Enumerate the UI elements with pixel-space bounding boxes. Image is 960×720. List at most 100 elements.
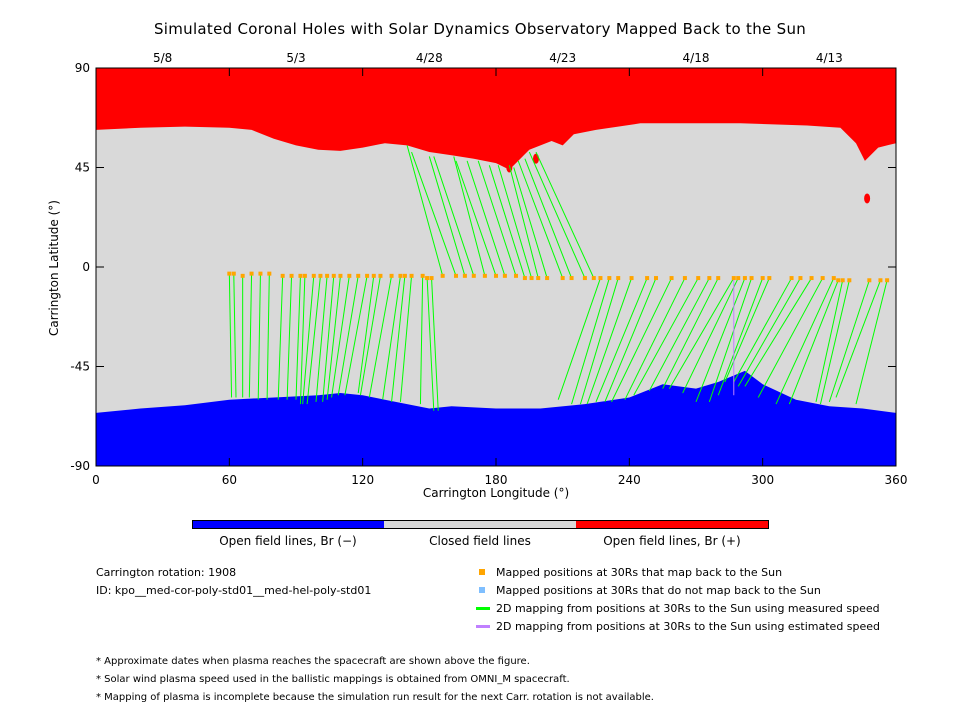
colorbar-closed: [384, 520, 576, 528]
legend-measured-label: 2D mapping from positions at 30Rs to the…: [496, 602, 880, 615]
footpoint-30rs: [289, 273, 294, 278]
footpoint-30rs: [311, 273, 316, 278]
footpoint-30rs: [267, 271, 272, 276]
y-tick-label: -90: [70, 459, 90, 473]
legend-mapped-icon: [479, 569, 485, 575]
mapping-line: [508, 165, 539, 279]
mapping-line: [535, 151, 595, 279]
mapping-line: [306, 275, 321, 405]
footpoint-30rs: [616, 276, 621, 281]
x-tick-label: 300: [751, 473, 774, 487]
mapping-line: [855, 280, 888, 405]
mapping-line: [788, 280, 839, 405]
footpoint-30rs: [471, 273, 476, 278]
footpoint-30rs: [760, 276, 765, 281]
footpoint-30rs: [809, 276, 814, 281]
date-tick-label: 5/8: [153, 51, 172, 65]
footpoint-30rs: [749, 276, 754, 281]
footpoint-30rs: [836, 278, 841, 283]
footpoint-30rs: [682, 276, 687, 281]
footpoint-30rs: [356, 273, 361, 278]
x-tick-label: 240: [618, 473, 641, 487]
footpoint-30rs: [331, 273, 336, 278]
mapping-line: [431, 278, 439, 411]
colorbar-label-positive: Open field lines, Br (+): [603, 534, 741, 548]
footpoint-30rs: [536, 276, 541, 281]
mapping-line: [775, 277, 835, 405]
footpoint-30rs: [545, 276, 550, 281]
footpoint-30rs: [840, 278, 845, 283]
mapping-line: [233, 273, 237, 398]
footpoint-30rs: [227, 271, 232, 276]
footpoint-30rs: [249, 271, 254, 276]
mapping-line: [579, 277, 619, 405]
x-tick-label: 180: [485, 473, 508, 487]
footpoint-30rs: [325, 273, 330, 278]
mapping-line: [302, 275, 315, 405]
footpoint-30rs: [298, 273, 303, 278]
mapping-line: [835, 280, 881, 398]
mapping-line: [399, 275, 413, 402]
x-tick-label: 60: [222, 473, 237, 487]
mapping-line: [406, 145, 444, 276]
legend-mapped-label: Mapped positions at 30Rs that map back t…: [496, 566, 783, 579]
note-2: * Solar wind plasma speed used in the ba…: [96, 674, 570, 685]
mapping-line: [524, 158, 573, 279]
mapping-line: [455, 160, 497, 277]
mapping-line: [724, 277, 770, 383]
footpoint-30rs: [502, 273, 507, 278]
footpoint-30rs: [240, 273, 245, 278]
y-tick-label: 45: [75, 161, 90, 175]
chart-title: Simulated Coronal Holes with Solar Dynam…: [153, 20, 807, 38]
footpoint-30rs: [302, 273, 307, 278]
footpoint-30rs: [371, 273, 376, 278]
mapping-line: [477, 160, 517, 277]
y-tick-label: -45: [70, 360, 90, 374]
legend-unmapped-label: Mapped positions at 30Rs that do not map…: [496, 584, 821, 597]
carrington-rotation-text: Carrington rotation: 1908: [96, 566, 237, 579]
footpoint-30rs: [820, 276, 825, 281]
mapping-line: [557, 277, 601, 400]
footpoint-30rs: [429, 276, 434, 281]
mapping-line: [368, 275, 393, 398]
x-axis-label: Carrington Longitude (°): [422, 486, 570, 500]
mapping-line: [433, 156, 475, 277]
footpoint-30rs: [798, 276, 803, 281]
date-tick-label: 4/13: [816, 51, 843, 65]
footpoint-30rs: [645, 276, 650, 281]
mapping-line: [662, 277, 719, 389]
y-tick-label: 0: [82, 260, 90, 274]
footpoint-30rs: [389, 273, 394, 278]
footpoint-30rs: [867, 278, 872, 283]
footpoint-30rs: [582, 276, 587, 281]
date-tick-label: 4/28: [416, 51, 443, 65]
mapping-line: [315, 275, 328, 402]
mapping-line: [411, 151, 457, 277]
mapping-line: [819, 280, 850, 405]
mapping-line: [757, 277, 824, 398]
mapping-line: [744, 277, 812, 387]
mapping-line: [466, 160, 506, 277]
mapping-line: [322, 275, 335, 402]
x-tick-label: 120: [351, 473, 374, 487]
note-1: * Approximate dates when plasma reaches …: [96, 656, 530, 667]
mapping-line: [517, 160, 564, 279]
mapping-line: [357, 275, 375, 394]
mapping-line: [737, 277, 801, 387]
footpoint-30rs: [440, 273, 445, 278]
footpoint-30rs: [318, 273, 323, 278]
mapping-line: [586, 277, 633, 405]
legend-estimated-label: 2D mapping from positions at 30Rs to the…: [496, 620, 881, 633]
date-tick-label: 4/18: [683, 51, 710, 65]
mapping-line: [611, 277, 673, 403]
colorbar-positive: [576, 520, 768, 528]
mapping-line: [733, 277, 792, 383]
footpoint-30rs: [231, 271, 236, 276]
mapping-line: [382, 275, 401, 400]
mapping-line: [326, 275, 341, 400]
footpoint-30rs: [402, 273, 407, 278]
x-tick-label: 0: [92, 473, 100, 487]
footpoint-30rs: [494, 273, 498, 278]
mapping-line: [359, 275, 381, 396]
